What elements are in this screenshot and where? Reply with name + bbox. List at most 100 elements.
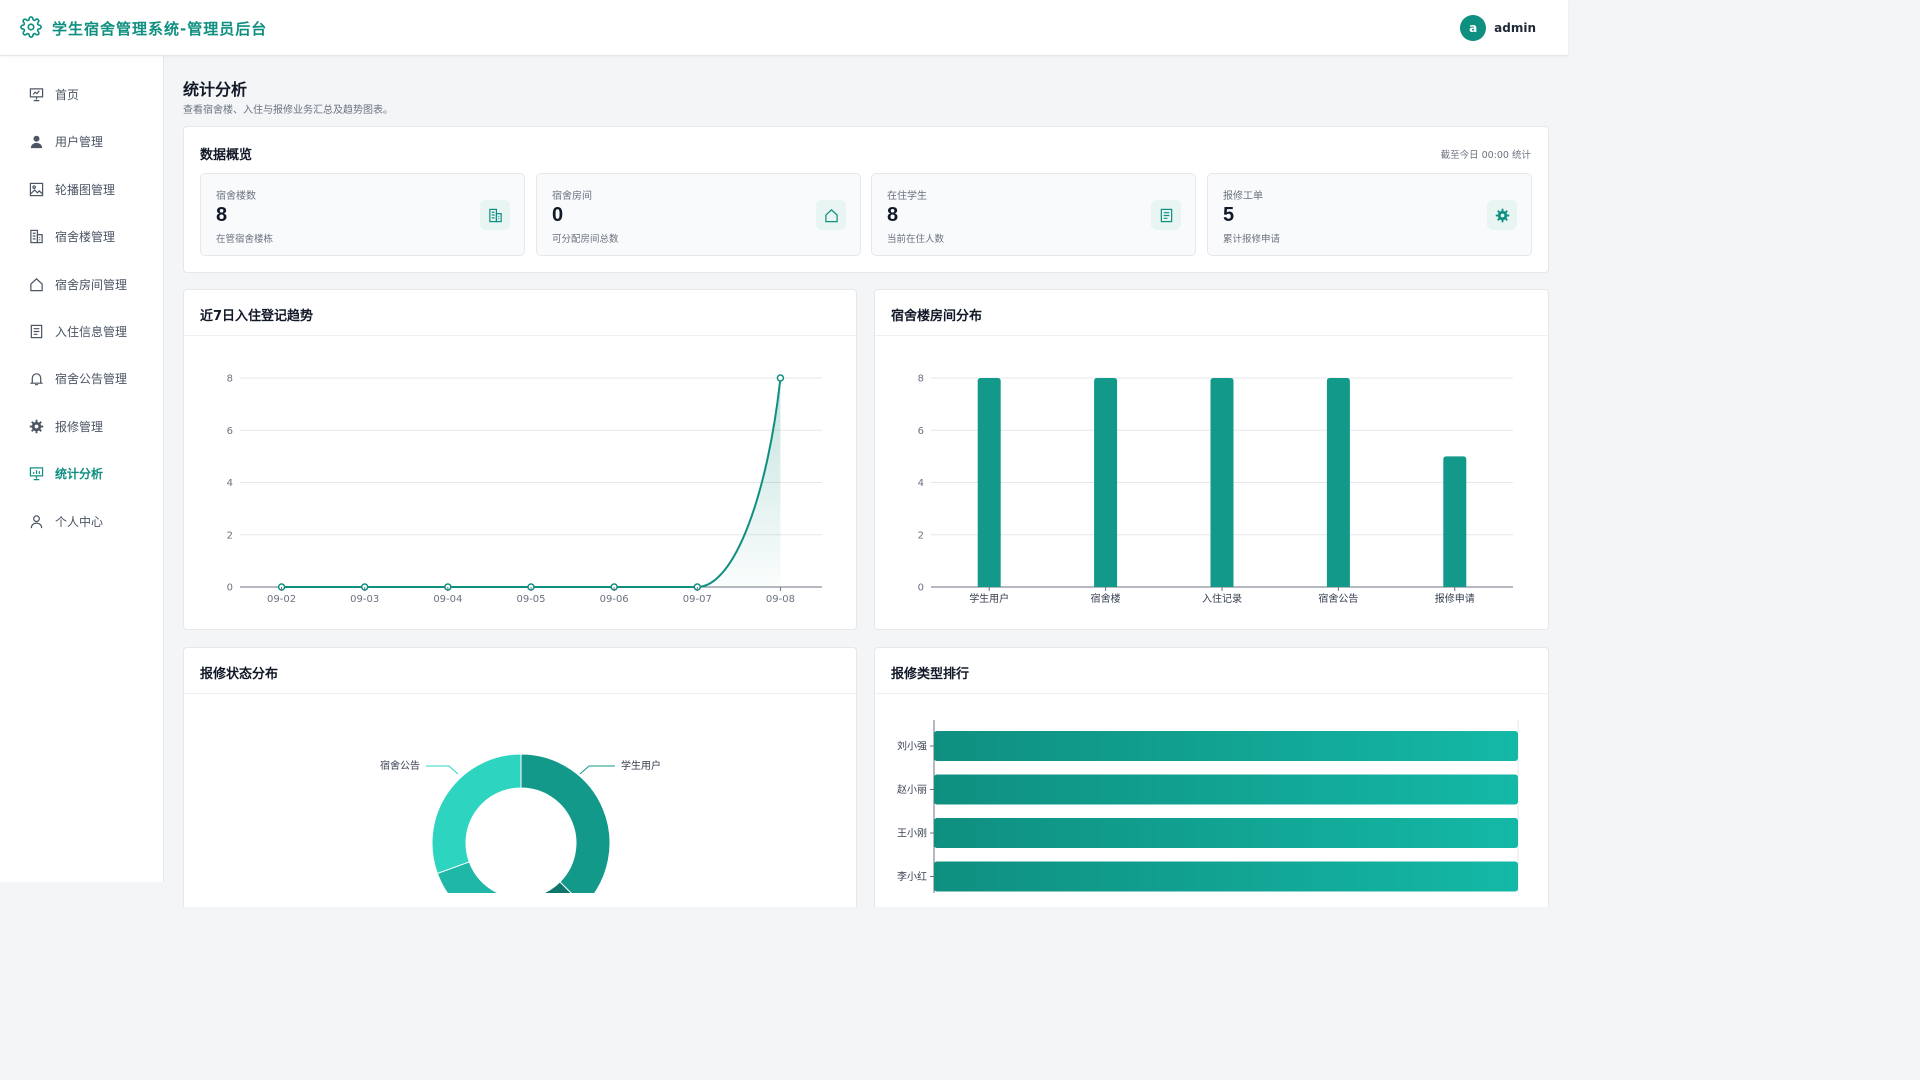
bar [934, 731, 1518, 761]
chart-title: 宿舍楼房间分布 [891, 309, 983, 324]
sidebar-item-statistics[interactable]: 统计分析 [0, 455, 163, 491]
sidebar-item-users[interactable]: 用户管理 [0, 123, 163, 159]
sidebar-item-label: 宿舍公告管理 [55, 371, 128, 386]
overview-note: 截至今日 00:00 统计 [1440, 150, 1531, 161]
stat-desc: 累计报修申请 [1223, 234, 1281, 245]
sidebar-item-checkin[interactable]: 入住信息管理 [0, 313, 163, 349]
line-chart: 0 2 4 6 8 09-02 09-03 09-04 09-05 09-06 09-07 09-08 [227, 374, 822, 605]
x-tick-label: 09-02 [267, 594, 296, 605]
y-tick-label: 李小红 [897, 870, 927, 883]
stat-desc: 在管宿舍楼栋 [216, 234, 274, 245]
bar [977, 378, 1001, 587]
sidebar-item-label: 轮播图管理 [55, 182, 116, 197]
divider [875, 693, 1548, 694]
sidebar-item-profile[interactable]: 个人中心 [0, 503, 163, 539]
stat-card-repairs[interactable]: 报修工单 5 累计报修申请 [1207, 173, 1532, 256]
chart-board-icon [28, 465, 44, 481]
sidebar: 首页 用户管理 轮播图管理 宿舍楼管理 宿舍房间管理 入住信息管理 宿舍公告 [0, 56, 164, 882]
x-tick-label: 入住记录 [1202, 592, 1242, 605]
bar [934, 861, 1518, 892]
bar [1326, 378, 1350, 587]
divider [875, 335, 1548, 336]
repair-rank-card: 报修类型排行 刘小强赵小丽王小刚李小红 [874, 647, 1549, 907]
user-menu[interactable]: a admin [1460, 15, 1536, 41]
gear-icon [28, 418, 44, 434]
divider [184, 335, 856, 336]
bar [1094, 378, 1118, 587]
x-tick-label: 宿舍公告 [1318, 592, 1358, 605]
y-tick-label: 2 [227, 530, 233, 541]
sidebar-item-home[interactable]: 首页 [0, 76, 163, 112]
bar [934, 818, 1518, 848]
app-title: 学生宿舍管理系统-管理员后台 [52, 20, 268, 38]
image-icon [28, 181, 44, 197]
x-tick-label: 09-08 [766, 594, 795, 605]
x-tick-label: 09-06 [600, 594, 629, 605]
sidebar-item-rooms[interactable]: 宿舍房间管理 [0, 266, 163, 302]
user-icon [28, 133, 44, 149]
slice-label: 宿舍公告 [380, 759, 420, 772]
sidebar-item-label: 首页 [55, 87, 80, 102]
avatar[interactable]: a [1460, 15, 1487, 41]
house-icon [816, 200, 846, 230]
x-tick-label: 09-05 [516, 594, 545, 605]
building-icon [480, 200, 510, 230]
sidebar-item-label: 报修管理 [55, 419, 104, 434]
y-tick-label: 王小刚 [897, 828, 927, 840]
sidebar-item-carousel[interactable]: 轮播图管理 [0, 171, 163, 207]
slice-label: 学生用户 [621, 759, 661, 772]
stat-value: 0 [552, 204, 564, 226]
series-line [281, 377, 782, 588]
bar [1443, 456, 1467, 587]
donut-chart: 学生用户 宿舍公告 [380, 753, 661, 893]
y-tick-label: 赵小丽 [897, 783, 927, 796]
page-title: 统计分析 [183, 80, 248, 99]
x-tick-label: 宿舍楼 [1091, 592, 1121, 605]
divider [184, 693, 856, 694]
stat-value: 8 [216, 204, 228, 226]
y-tick-label: 6 [918, 426, 924, 437]
y-tick-label: 8 [918, 374, 924, 385]
y-tick-label: 2 [918, 530, 924, 541]
bar-chart: 0 2 4 6 8 学生用户 宿舍楼 入住记录 宿舍公告 报修申请 [918, 374, 1513, 605]
x-tick-label: 09-07 [683, 594, 712, 605]
bar [934, 774, 1518, 805]
sidebar-item-label: 宿舍楼管理 [55, 229, 116, 244]
sidebar-item-repairs[interactable]: 报修管理 [0, 408, 163, 444]
stat-card-rooms[interactable]: 宿舍房间 0 可分配房间总数 [536, 173, 861, 256]
sidebar-item-label: 入住信息管理 [55, 324, 128, 339]
y-tick-label: 8 [227, 374, 233, 385]
stat-label: 在住学生 [887, 191, 927, 202]
building-icon [28, 228, 44, 244]
document-icon [28, 323, 44, 339]
sidebar-item-label: 统计分析 [55, 466, 104, 481]
stat-card-buildings[interactable]: 宿舍楼数 8 在管宿舍楼栋 [200, 173, 525, 256]
stat-card-residents[interactable]: 在住学生 8 当前在住人数 [871, 173, 1196, 256]
username[interactable]: admin [1494, 21, 1536, 35]
data-point [776, 374, 785, 382]
brand[interactable]: 学生宿舍管理系统-管理员后台 [20, 16, 267, 41]
presentation-icon [28, 86, 44, 102]
y-tick-label: 刘小强 [897, 741, 927, 753]
leader-line [579, 765, 615, 775]
donut-slice [542, 881, 572, 893]
x-tick-label: 09-03 [350, 594, 379, 605]
gear-icon [1487, 200, 1517, 230]
leader-line [426, 765, 459, 775]
chart-title: 报修类型排行 [891, 667, 970, 682]
overview-card: 数据概览 截至今日 00:00 统计 宿舍楼数 8 在管宿舍楼栋 宿舍房间 0 … [183, 126, 1549, 273]
repair-status-card: 报修状态分布 学生用户 宿舍公告 [183, 647, 857, 907]
sidebar-item-notices[interactable]: 宿舍公告管理 [0, 360, 163, 396]
stat-value: 8 [887, 204, 899, 226]
chart-title: 近7日入住登记趋势 [200, 309, 314, 324]
y-tick-label: 0 [918, 583, 924, 594]
stat-desc: 可分配房间总数 [552, 234, 619, 245]
y-tick-label: 4 [227, 478, 233, 489]
sidebar-item-buildings[interactable]: 宿舍楼管理 [0, 218, 163, 254]
stat-label: 报修工单 [1223, 191, 1263, 202]
y-tick-label: 0 [227, 583, 233, 594]
donut-slice [520, 753, 611, 893]
document-icon [1151, 200, 1181, 230]
chart-title: 报修状态分布 [200, 667, 279, 682]
